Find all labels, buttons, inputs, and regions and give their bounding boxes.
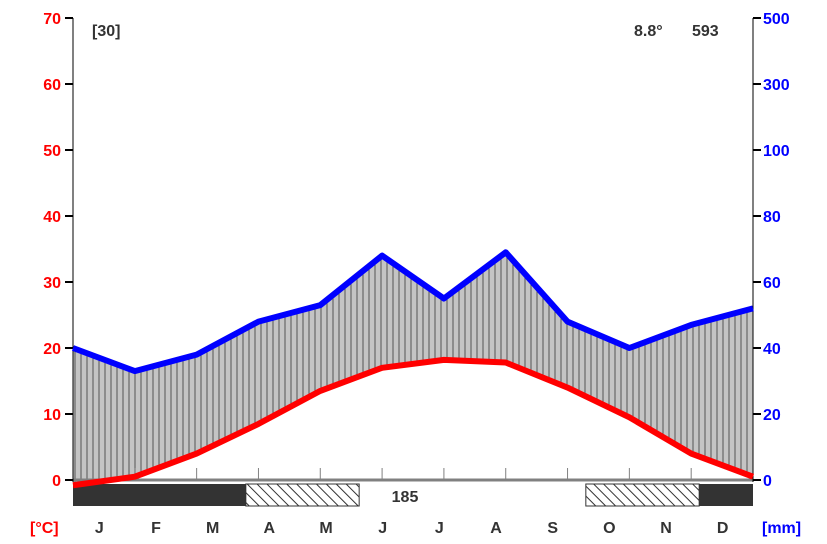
month-label: O <box>603 520 615 537</box>
frost-certain-bar-end <box>699 484 753 506</box>
month-label: A <box>490 520 502 537</box>
right-axis-tick-label: 0 <box>763 473 772 490</box>
month-label: F <box>151 520 161 537</box>
humid-area-fill <box>73 252 753 486</box>
month-label: A <box>264 520 276 537</box>
left-axis-tick-label: 30 <box>43 275 61 292</box>
precipitation-line <box>71 249 754 375</box>
right-axis-tick-label: 500 <box>763 11 790 28</box>
temperature-line <box>72 356 755 489</box>
right-axis-tick-label: 60 <box>763 275 781 292</box>
month-label: M <box>206 520 219 537</box>
right-axis-unit-label: [mm] <box>762 520 801 537</box>
station-years-label: [30] <box>92 23 120 40</box>
month-label: J <box>378 520 387 537</box>
month-label: J <box>95 520 104 537</box>
left-axis-tick-label: 20 <box>43 341 61 358</box>
left-axis-tick-label: 70 <box>43 11 61 28</box>
right-axis-tick-label: 20 <box>763 407 781 424</box>
month-label: M <box>319 520 332 537</box>
right-axis-tick-label: 40 <box>763 341 781 358</box>
left-axis-tick-label: 0 <box>52 473 61 490</box>
left-axis-tick-label: 40 <box>43 209 61 226</box>
right-axis-tick-label: 80 <box>763 209 781 226</box>
left-axis-unit-label: [°C] <box>30 520 59 537</box>
right-axis-tick-label: 100 <box>763 143 790 160</box>
frost-certain-bar-start <box>73 484 246 506</box>
month-label: J <box>435 520 444 537</box>
annual-precip-label: 593 <box>692 23 719 40</box>
annual-mean-temp-label: 8.8° <box>634 23 663 40</box>
month-label: N <box>660 520 672 537</box>
frost-free-days-label: 185 <box>392 489 419 506</box>
left-axis-tick-label: 60 <box>43 77 61 94</box>
left-axis-tick-label: 10 <box>43 407 61 424</box>
frost-possible-bar-spring <box>245 483 360 507</box>
right-axis-tick-label: 300 <box>763 77 790 94</box>
left-axis-tick-label: 50 <box>43 143 61 160</box>
month-label: D <box>717 520 729 537</box>
frost-possible-bar-autumn <box>585 483 700 507</box>
month-label: S <box>547 520 558 537</box>
